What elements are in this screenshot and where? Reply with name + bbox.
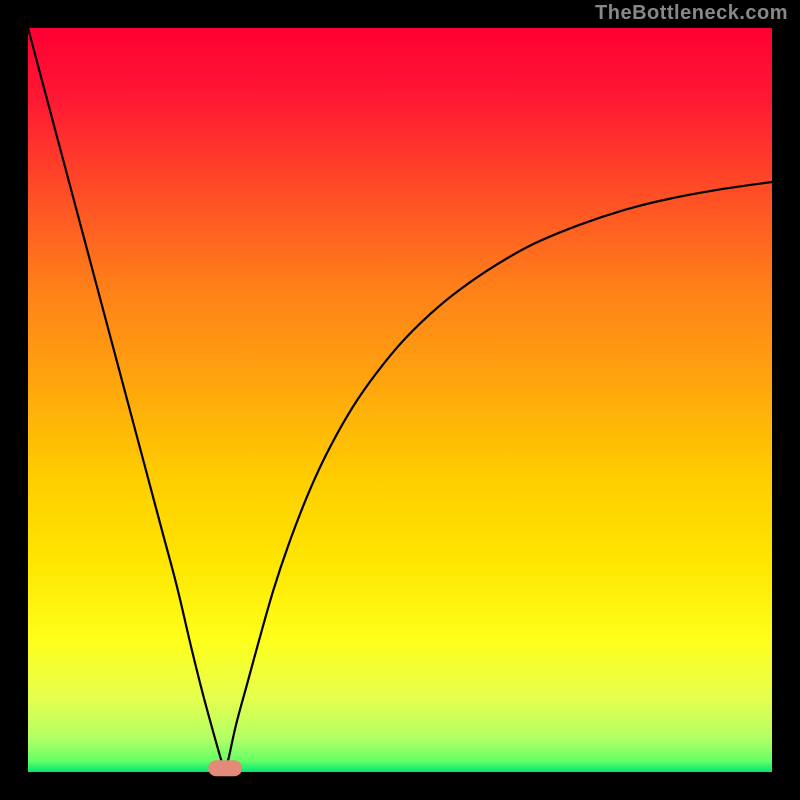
optimum-marker <box>208 760 242 776</box>
plot-area <box>28 28 772 772</box>
chart-frame: TheBottleneck.com <box>0 0 800 800</box>
watermark-text: TheBottleneck.com <box>595 2 788 25</box>
bottleneck-chart <box>0 0 800 800</box>
